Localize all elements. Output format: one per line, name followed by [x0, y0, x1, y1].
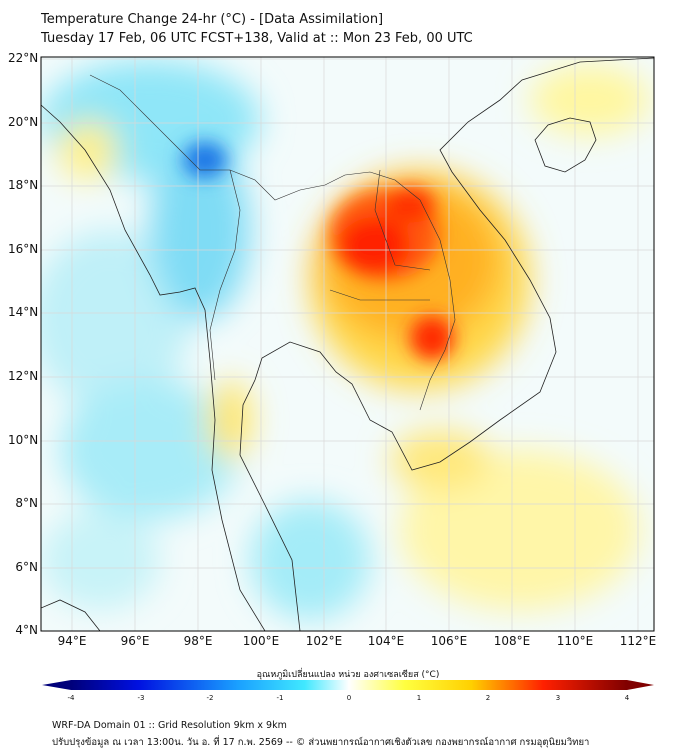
- lon-label: 108°E: [493, 634, 531, 648]
- map-subtitle: Tuesday 17 Feb, 06 UTC FCST+138, Valid a…: [41, 31, 473, 46]
- colorbar-tick: -4: [67, 694, 75, 702]
- heatmap-field: [41, 57, 654, 631]
- colorbar-tick: -3: [137, 694, 145, 702]
- sumatra-coastline: [41, 599, 101, 631]
- mainland-coastline: [41, 57, 654, 631]
- lon-label: 106°E: [430, 634, 468, 648]
- colorbar-tick: 2: [485, 694, 491, 702]
- colorbar-tick: -2: [206, 694, 214, 702]
- colorbar: [42, 680, 654, 690]
- lon-label: 102°E: [305, 634, 343, 648]
- map-frame: [40, 56, 655, 632]
- colorbar-tick: 0: [346, 694, 352, 702]
- colorbar-tick: -1: [276, 694, 284, 702]
- colorbar-min-arrow: [42, 680, 71, 690]
- lat-label: 10°N: [8, 433, 39, 447]
- lon-label: 104°E: [367, 634, 405, 648]
- colorbar-tick: 4: [624, 694, 630, 702]
- country-borders: [89, 74, 456, 411]
- hainan-coastline: [534, 117, 597, 173]
- colorbar-tick: 3: [555, 694, 561, 702]
- gridlines: [41, 57, 654, 631]
- lat-label: 4°N: [15, 623, 38, 637]
- lat-label: 8°N: [15, 496, 38, 510]
- lon-label: 100°E: [242, 634, 280, 648]
- lon-label: 94°E: [57, 634, 87, 648]
- footer-credits: ปรับปรุงข้อมูล ณ เวลา 13:00น. วัน อ. ที่…: [52, 737, 590, 748]
- footer-model-info: WRF-DA Domain 01 :: Grid Resolution 9km …: [52, 720, 287, 731]
- lat-label: 6°N: [15, 560, 38, 574]
- lon-label: 110°E: [556, 634, 594, 648]
- lat-label: 22°N: [8, 51, 39, 65]
- colorbar-max-arrow: [627, 680, 654, 690]
- map-title: Temperature Change 24-hr (°C) - [Data As…: [41, 12, 384, 27]
- lat-label: 20°N: [8, 115, 39, 129]
- lon-label: 96°E: [120, 634, 150, 648]
- colorbar-label: อุณหภูมิเปลี่ยนแปลง หน่วย องศาเซลเซียส (…: [256, 670, 440, 680]
- lon-label: 112°E: [619, 634, 657, 648]
- lon-label: 98°E: [183, 634, 213, 648]
- lat-label: 18°N: [8, 178, 39, 192]
- colorbar-gradient: [71, 680, 627, 690]
- lat-label: 14°N: [8, 305, 39, 319]
- lat-label: 12°N: [8, 369, 39, 383]
- coastlines: [41, 57, 654, 631]
- colorbar-tick: 1: [416, 694, 422, 702]
- lat-label: 16°N: [8, 242, 39, 256]
